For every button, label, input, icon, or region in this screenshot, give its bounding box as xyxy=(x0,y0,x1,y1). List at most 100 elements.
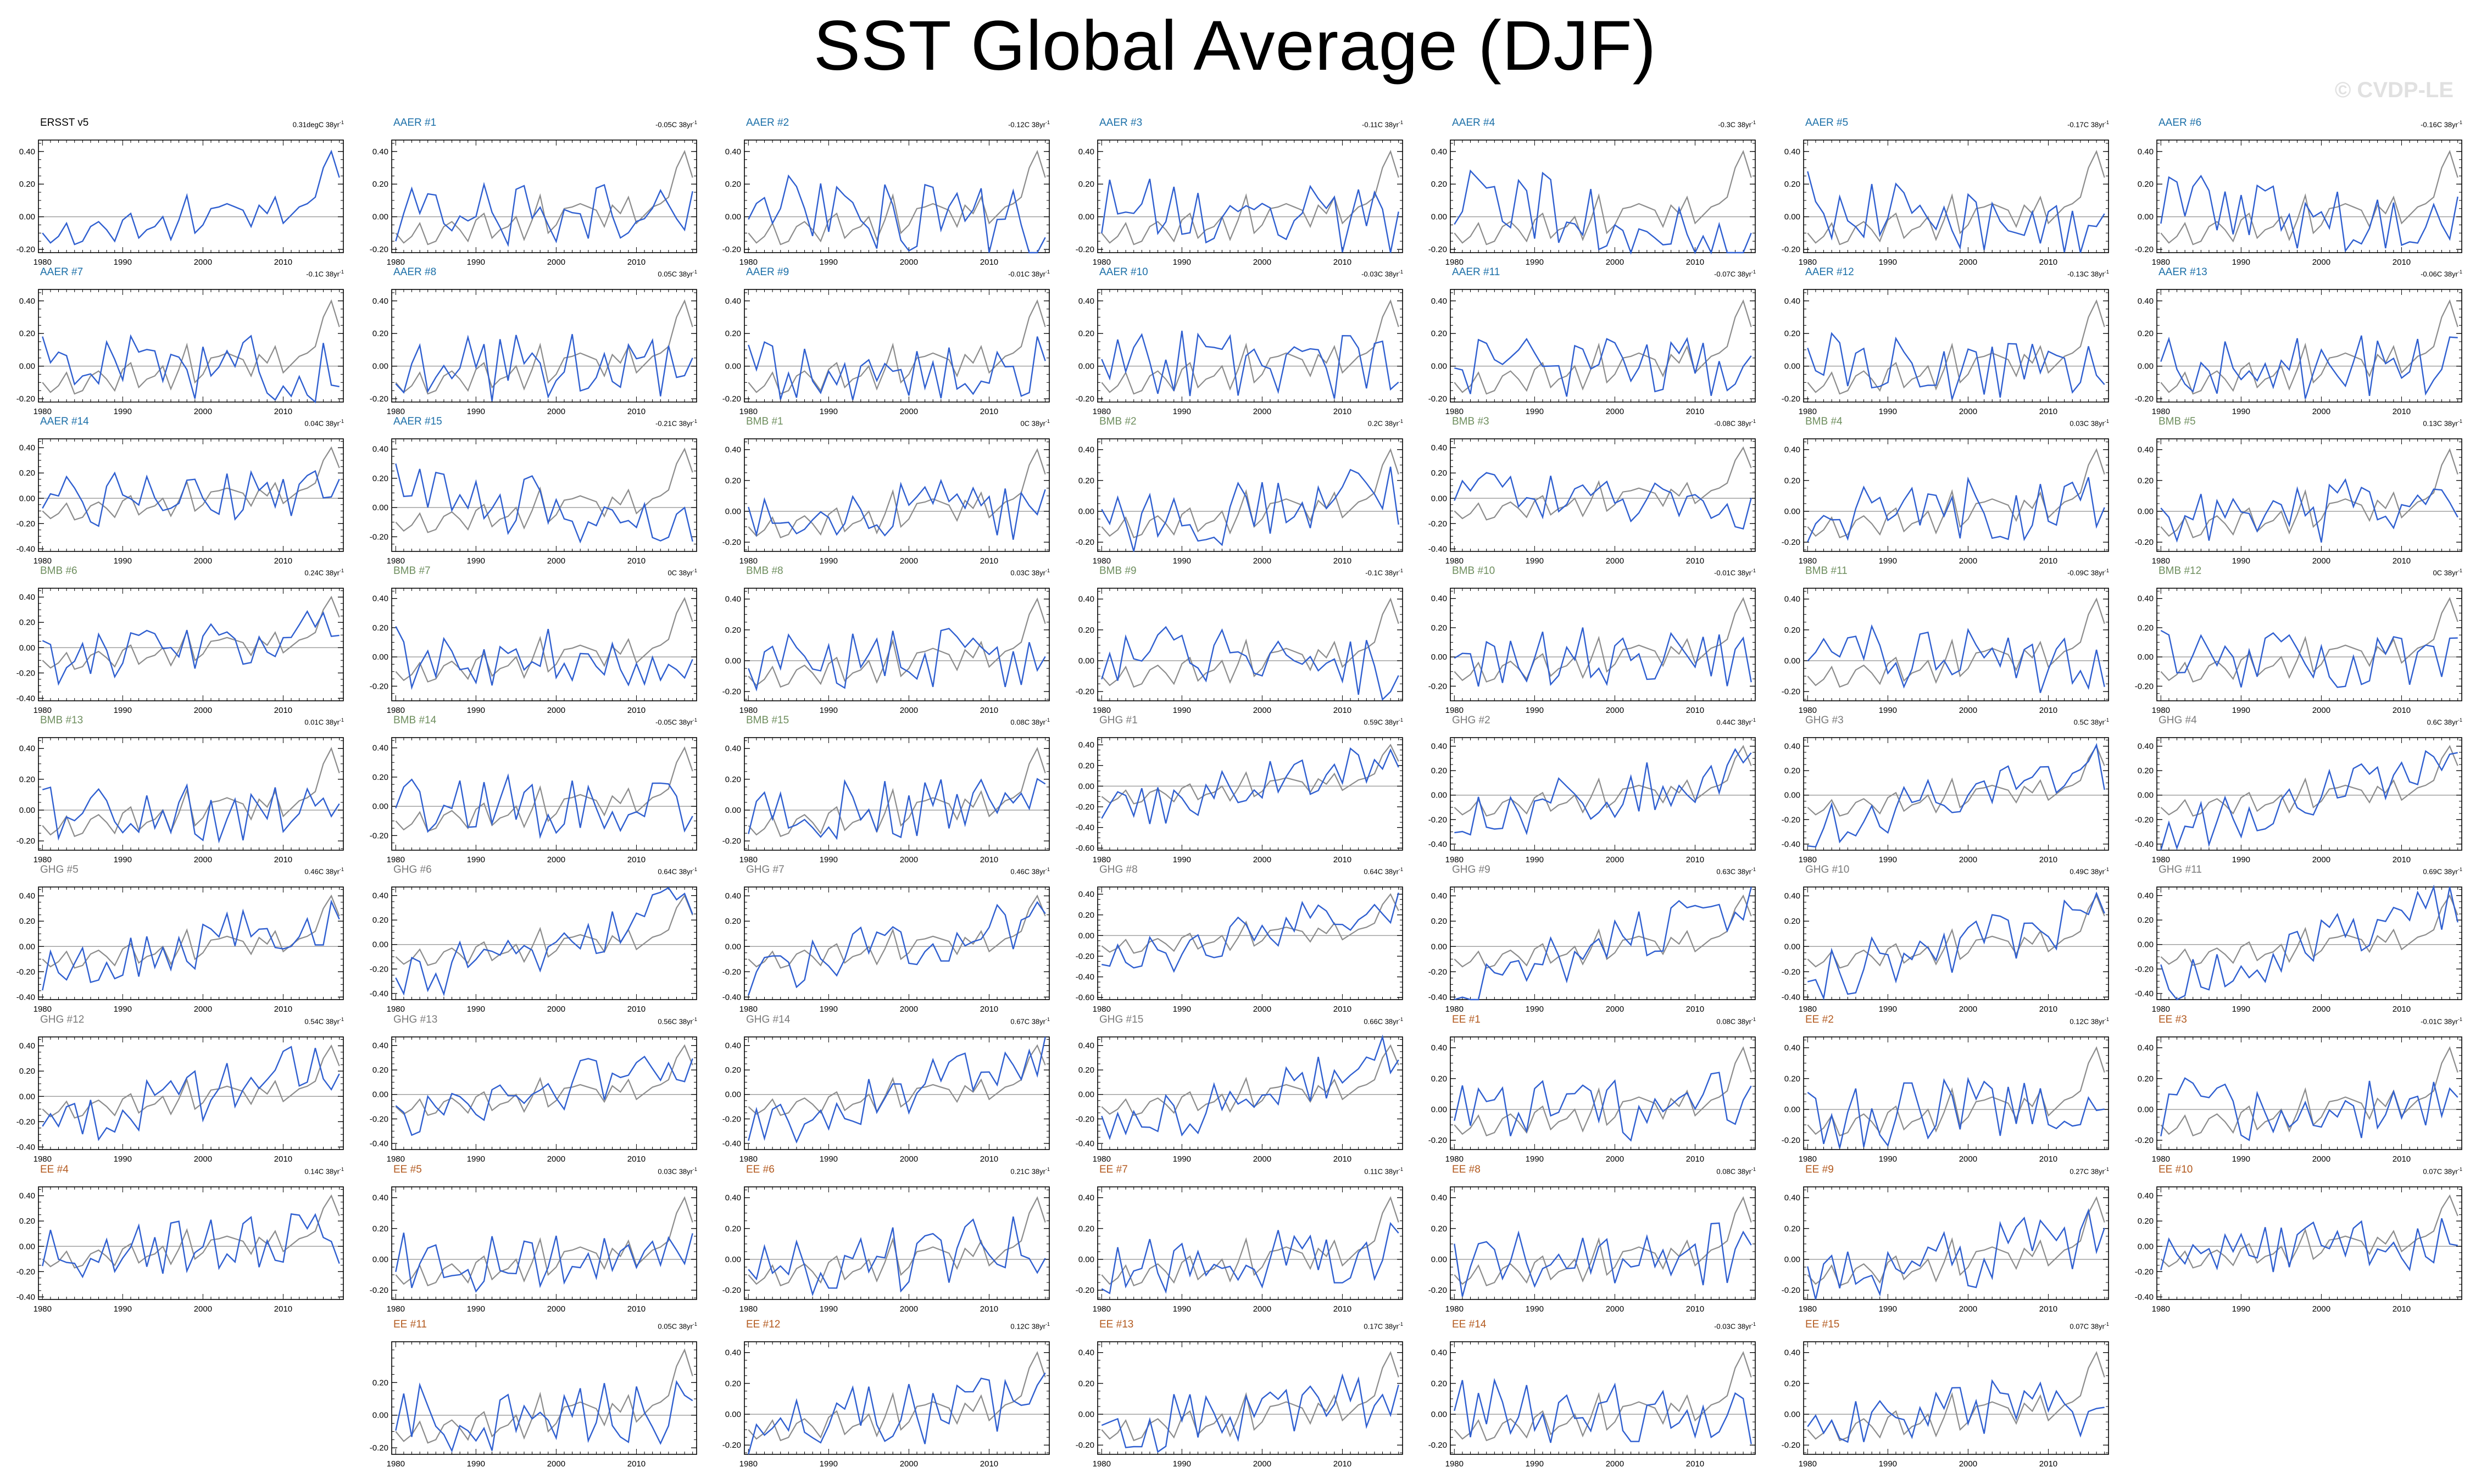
member-series-line xyxy=(1807,624,2105,693)
y-tick-label: 0.00 xyxy=(19,362,35,371)
observed-series-line xyxy=(1101,597,1399,688)
panel-aaer-6: 0.40 0.20 0.00 -0.20 1980 1990 2000 2010 AAER #6… xyxy=(2118,115,2470,267)
x-tick-label: 1980 xyxy=(1799,855,1817,864)
observed-series-line xyxy=(2160,448,2458,539)
y-tick-label: 0.40 xyxy=(19,443,35,453)
x-tick-label: 2010 xyxy=(1686,706,1704,715)
y-tick-label: 0.20 xyxy=(19,917,35,926)
y-tick-label: 0.40 xyxy=(372,445,388,454)
observed-series-line xyxy=(1807,299,2105,395)
y-tick-label: 0.40 xyxy=(725,595,741,604)
x-tick-label: 1980 xyxy=(2152,855,2170,864)
panel-plot: 0.40 0.20 0.00 -0.20 1980 1990 2000 2010 xyxy=(1076,438,1403,566)
member-series-line xyxy=(2160,478,2458,543)
y-tick-label: 0.40 xyxy=(1431,297,1447,306)
x-tick-label: 2000 xyxy=(194,258,212,267)
y-tick-label: 0.40 xyxy=(1431,594,1447,604)
x-tick-label: 1980 xyxy=(1445,258,1464,267)
x-tick-label: 1990 xyxy=(1526,556,1544,566)
x-tick-label: 1990 xyxy=(2232,407,2250,416)
y-tick-label: 0.20 xyxy=(19,618,35,627)
y-tick-label: 0.00 xyxy=(372,503,388,512)
x-tick-label: 2000 xyxy=(547,258,565,267)
observed-series-line xyxy=(748,448,1046,539)
plot-frame xyxy=(391,737,697,851)
x-tick-label: 1990 xyxy=(1173,407,1191,416)
y-tick-label: 0.40 xyxy=(1078,147,1094,157)
y-tick-label: -0.20 xyxy=(370,245,388,254)
panel-title: BMB #8 xyxy=(746,565,783,577)
panel-aaer-12: 0.40 0.20 0.00 -0.20 1980 1990 2000 2010 AAER #1… xyxy=(1765,265,2118,416)
observed-series-line xyxy=(395,149,693,246)
y-tick-label: 0.00 xyxy=(1784,213,1800,222)
observed-series-line xyxy=(42,299,340,395)
member-series-line xyxy=(1101,178,1399,253)
x-tick-label: 2000 xyxy=(1253,258,1271,267)
x-tick-label: 1990 xyxy=(467,855,485,864)
trend-exponent: -1 xyxy=(692,568,697,573)
y-tick-label: -0.20 xyxy=(2135,394,2154,404)
y-tick-label: 0.20 xyxy=(19,775,35,784)
x-tick-label: 1990 xyxy=(1879,855,1897,864)
x-tick-label: 1980 xyxy=(1093,407,1111,416)
y-tick-label: 0.20 xyxy=(1078,761,1094,771)
y-tick-label: 0.00 xyxy=(1784,362,1800,371)
trend-exponent: -1 xyxy=(2104,269,2109,275)
x-tick-label: 1980 xyxy=(34,407,52,416)
y-tick-label: 0.40 xyxy=(725,445,741,455)
x-tick-label: 1980 xyxy=(34,1005,52,1014)
y-tick-label: -0.20 xyxy=(1076,687,1094,696)
member-series-line xyxy=(748,628,1046,692)
x-tick-label: 1980 xyxy=(387,1005,405,1014)
x-tick-label: 2010 xyxy=(2393,258,2411,267)
x-tick-label: 2000 xyxy=(1606,706,1624,715)
x-tick-label: 1980 xyxy=(387,556,405,566)
y-tick-label: 0.00 xyxy=(372,652,388,662)
panel-trend-label: -0.13C 38yr-1 xyxy=(2067,269,2109,278)
x-tick-label: 2010 xyxy=(274,855,292,864)
y-tick-label: -0.20 xyxy=(16,967,35,977)
x-tick-label: 1990 xyxy=(820,855,838,864)
panel-plot: 0.40 0.20 0.00 -0.20 1980 1990 2000 2010 xyxy=(16,289,344,416)
member-series-line xyxy=(1454,169,1752,255)
x-tick-label: 2010 xyxy=(980,258,998,267)
panel-plot: 0.40 0.20 0.00 -0.20 1980 1990 2000 2010 xyxy=(1428,289,1756,416)
panel-title: AAER #9 xyxy=(746,266,789,278)
y-tick-label: 0.40 xyxy=(2138,594,2154,604)
plot-frame xyxy=(1097,289,1403,403)
observed-series-line xyxy=(2160,596,2458,683)
member-series-line xyxy=(1807,476,2105,543)
trend-exponent: -1 xyxy=(339,867,344,872)
x-tick-label: 1990 xyxy=(1879,407,1897,416)
observed-series-line xyxy=(1807,597,2105,688)
member-series-line xyxy=(395,773,693,839)
y-tick-label: 0.20 xyxy=(1784,476,1800,486)
y-tick-label: 0.20 xyxy=(1784,766,1800,776)
observed-series-line xyxy=(748,149,1046,246)
y-tick-label: 0.20 xyxy=(372,180,388,189)
x-tick-label: 1980 xyxy=(34,258,52,267)
panel-trend-label: 0.2C 38yr-1 xyxy=(1367,419,1403,428)
panel-trend-label: -0.1C 38yr-1 xyxy=(1365,568,1403,577)
watermark: © CVDP-LE xyxy=(2334,78,2454,102)
panel-trend-label: 0.03C 38yr-1 xyxy=(2070,419,2109,428)
panel-bmb-2: 0.40 0.20 0.00 -0.20 1980 1990 2000 2010 BMB #2 0… xyxy=(1059,414,1412,566)
y-tick-label: 0.20 xyxy=(725,476,741,486)
panel-ersst-v5: 0.40 0.20 0.00 -0.20 1980 1990 2000 2010 ERSST v… xyxy=(0,115,353,267)
member-series-line xyxy=(1101,626,1399,701)
plot-frame xyxy=(2156,289,2462,403)
x-tick-label: 1980 xyxy=(739,407,758,416)
x-tick-label: 1990 xyxy=(1173,556,1191,566)
plot-frame xyxy=(1450,140,1756,253)
x-tick-label: 1980 xyxy=(1799,706,1817,715)
y-tick-label: 0.20 xyxy=(725,329,741,338)
y-tick-label: -0.20 xyxy=(1428,815,1447,824)
x-tick-label: 2010 xyxy=(2393,407,2411,416)
x-tick-label: 2010 xyxy=(1686,855,1704,864)
panel-title: BMB #15 xyxy=(746,715,789,726)
observed-series-line xyxy=(42,894,340,969)
y-tick-label: 0.40 xyxy=(1784,147,1800,157)
